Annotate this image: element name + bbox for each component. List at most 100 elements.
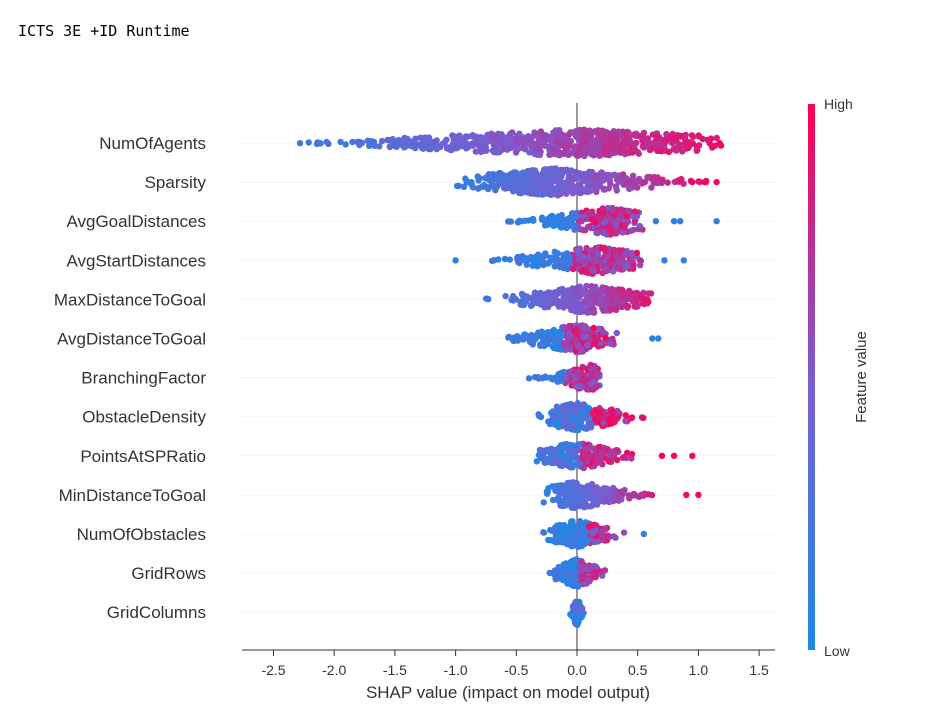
shap-point xyxy=(585,210,593,217)
shap-point xyxy=(479,141,487,149)
feature-label: AvgGoalDistances xyxy=(66,212,206,231)
shap-point xyxy=(620,454,627,461)
shap-point xyxy=(529,174,536,181)
shap-point xyxy=(557,449,564,456)
shap-point xyxy=(571,292,579,300)
shap-point xyxy=(610,495,618,503)
shap-point xyxy=(625,492,633,499)
shap-point xyxy=(580,186,587,194)
shap-point xyxy=(557,571,564,579)
shap-point xyxy=(613,187,620,194)
shap-point xyxy=(589,409,596,417)
shap-point xyxy=(629,265,637,272)
shap-point xyxy=(580,287,587,294)
shap-point xyxy=(680,180,687,187)
feature-label: PointsAtSPRatio xyxy=(80,447,206,466)
shap-point xyxy=(683,491,690,499)
shap-point xyxy=(579,452,586,459)
shap-point xyxy=(594,371,601,378)
shap-point xyxy=(640,414,647,422)
shap-point xyxy=(342,141,349,148)
x-tick-label: 1.5 xyxy=(749,662,769,678)
shap-point xyxy=(610,487,617,494)
shap-point xyxy=(601,185,608,192)
shap-point xyxy=(626,137,633,145)
shap-point xyxy=(644,300,651,307)
shap-point xyxy=(637,132,644,140)
shap-point xyxy=(640,530,647,538)
shap-point xyxy=(510,169,517,176)
shap-point xyxy=(663,130,670,138)
shap-point xyxy=(560,460,567,468)
shap-point xyxy=(557,523,564,530)
shap-point xyxy=(615,128,622,135)
shap-point xyxy=(578,217,585,225)
shap-point xyxy=(543,340,550,347)
shap-point xyxy=(552,421,559,429)
shap-point xyxy=(569,422,576,429)
shap-point xyxy=(545,485,552,492)
shap-point xyxy=(569,582,576,589)
shap-point xyxy=(425,134,433,141)
shap-point xyxy=(588,481,596,488)
shap-point xyxy=(602,525,609,533)
shap-point xyxy=(565,484,573,491)
shap-point xyxy=(558,211,565,219)
shap-point xyxy=(495,256,502,263)
shap-point xyxy=(615,492,622,500)
shap-point xyxy=(317,140,324,147)
shap-point xyxy=(391,142,399,150)
row-guides xyxy=(242,142,775,613)
shap-point xyxy=(624,303,632,310)
shap-point xyxy=(538,447,546,454)
shap-point xyxy=(654,179,661,187)
shap-point xyxy=(489,170,497,178)
shap-point xyxy=(579,524,587,531)
shap-point xyxy=(612,306,620,314)
shap-point xyxy=(551,413,558,420)
shap-point xyxy=(510,188,517,195)
shap-point xyxy=(582,425,589,432)
shap-point xyxy=(536,299,543,306)
shap-point xyxy=(590,143,597,151)
feature-label: BranchingFactor xyxy=(81,369,206,388)
shap-point xyxy=(688,132,696,139)
shap-point xyxy=(603,144,610,152)
shap-point xyxy=(545,536,552,544)
shap-point xyxy=(573,556,580,563)
shap-point xyxy=(501,255,509,263)
shap-point xyxy=(296,140,304,147)
shap-point xyxy=(555,329,562,336)
shap-point xyxy=(565,451,572,459)
shap-point xyxy=(649,144,656,152)
shap-point xyxy=(636,262,644,269)
colorbar-title: Feature value xyxy=(853,331,870,423)
shap-point xyxy=(510,334,518,341)
shap-point xyxy=(560,341,567,348)
shap-point xyxy=(537,341,544,348)
shap-point xyxy=(610,449,618,456)
x-tick-label: -1.0 xyxy=(444,662,468,678)
shap-point xyxy=(605,212,613,220)
shap-point xyxy=(579,306,587,313)
shap-point xyxy=(561,404,568,411)
shap-point xyxy=(661,257,668,264)
shap-point xyxy=(600,419,607,427)
shap-point xyxy=(571,226,578,233)
shap-point xyxy=(538,190,545,198)
shap-point xyxy=(529,215,537,223)
shap-point xyxy=(483,134,490,141)
shap-point xyxy=(562,144,569,152)
shap-point xyxy=(587,150,595,158)
shap-point xyxy=(589,370,596,377)
shap-point xyxy=(641,178,649,186)
shap-point xyxy=(533,188,540,195)
shap-point xyxy=(520,179,527,186)
shap-point xyxy=(633,139,640,147)
shap-point xyxy=(554,341,562,348)
shap-point xyxy=(557,224,565,231)
shap-point xyxy=(624,128,631,136)
shap-point xyxy=(594,499,602,506)
shap-point xyxy=(637,295,644,302)
shap-point xyxy=(578,491,585,499)
